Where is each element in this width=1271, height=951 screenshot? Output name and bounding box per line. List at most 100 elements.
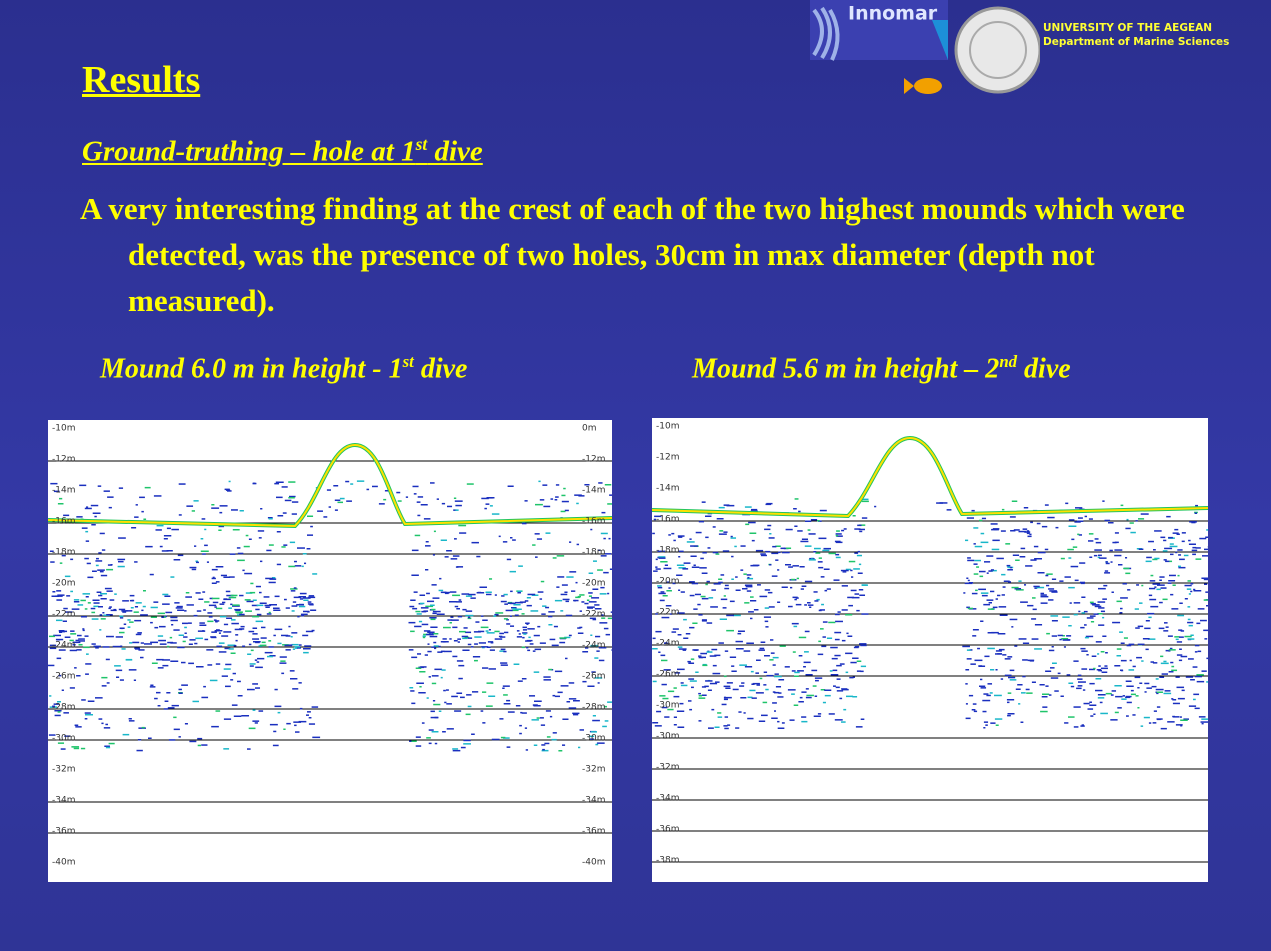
- echo-speckle: [450, 591, 457, 593]
- echo-speckle: [1096, 678, 1102, 680]
- echo-speckle: [1080, 627, 1084, 629]
- echo-speckle: [740, 697, 746, 699]
- echo-speckle: [173, 629, 179, 631]
- echo-speckle: [589, 595, 592, 597]
- echo-speckle: [749, 690, 755, 692]
- echo-speckle: [987, 572, 989, 574]
- echo-speckle: [489, 629, 491, 631]
- echo-speckle: [1141, 660, 1143, 662]
- echo-speckle: [605, 484, 611, 486]
- echo-speckle: [757, 684, 761, 686]
- echo-speckle: [550, 716, 552, 718]
- echo-speckle: [1188, 638, 1195, 640]
- echo-speckle: [280, 662, 287, 664]
- echo-speckle: [806, 695, 814, 697]
- echo-speckle: [581, 601, 584, 603]
- echo-speckle: [747, 718, 753, 720]
- echo-speckle: [60, 562, 63, 564]
- echo-speckle: [212, 583, 217, 585]
- echo-speckle: [1061, 558, 1065, 560]
- echo-speckle: [1199, 538, 1206, 540]
- echo-speckle: [444, 702, 446, 704]
- echo-speckle: [553, 695, 556, 697]
- echo-speckle: [674, 687, 677, 689]
- depth-label: -10m: [656, 422, 679, 432]
- echo-speckle: [579, 594, 584, 596]
- echo-speckle: [1069, 519, 1075, 521]
- echo-speckle: [999, 606, 1007, 608]
- echo-speckle: [792, 670, 796, 672]
- echo-speckle: [207, 664, 212, 666]
- depth-label: -34m: [582, 796, 605, 806]
- echo-speckle: [574, 494, 582, 496]
- echo-speckle: [725, 688, 730, 690]
- echo-speckle: [513, 604, 520, 606]
- echo-speckle: [471, 646, 473, 648]
- echo-speckle: [193, 701, 199, 703]
- echo-speckle: [1019, 638, 1027, 640]
- echo-speckle: [1065, 576, 1071, 578]
- echo-speckle: [179, 483, 186, 485]
- echo-speckle: [179, 736, 181, 738]
- echo-speckle: [845, 614, 852, 616]
- echo-speckle: [489, 668, 496, 670]
- echo-speckle: [708, 727, 714, 729]
- echo-speckle: [492, 513, 499, 515]
- echo-speckle: [1177, 641, 1182, 643]
- depth-label: -12m: [52, 455, 75, 465]
- echo-speckle: [984, 561, 990, 563]
- fish-tail: [904, 78, 914, 94]
- echo-speckle: [1067, 549, 1074, 551]
- echo-speckle: [70, 630, 74, 632]
- echo-speckle: [245, 610, 252, 612]
- echo-speckle: [836, 687, 840, 689]
- echo-speckle: [1190, 635, 1193, 637]
- echo-speckle: [527, 597, 531, 599]
- echo-speckle: [986, 695, 990, 697]
- echo-speckle: [194, 615, 198, 617]
- echo-speckle: [699, 695, 702, 697]
- echo-speckle: [504, 632, 508, 634]
- seabed-echo-core: [652, 438, 1208, 516]
- echo-speckle: [423, 635, 426, 637]
- echo-speckle: [312, 630, 315, 632]
- echo-speckle: [587, 600, 589, 602]
- echo-speckle: [419, 671, 425, 673]
- echo-speckle: [523, 633, 526, 635]
- echo-speckle: [663, 595, 668, 597]
- echo-speckle: [1005, 543, 1010, 545]
- echo-speckle: [1206, 681, 1208, 683]
- echo-speckle: [610, 569, 612, 571]
- echo-speckle: [553, 557, 557, 559]
- echo-speckle: [788, 606, 793, 608]
- echo-speckle: [1112, 542, 1116, 544]
- echo-speckle: [214, 619, 217, 621]
- echo-speckle: [1065, 503, 1068, 505]
- echo-speckle: [862, 517, 867, 519]
- echo-speckle: [162, 603, 170, 605]
- echo-speckle: [450, 616, 453, 618]
- echo-speckle: [1028, 536, 1032, 538]
- echo-speckle: [428, 643, 430, 645]
- echo-speckle: [1020, 556, 1026, 558]
- echo-speckle: [465, 615, 473, 617]
- echo-speckle: [1195, 676, 1202, 678]
- echo-speckle: [1157, 692, 1163, 694]
- echo-speckle: [666, 605, 672, 607]
- echo-speckle: [280, 656, 287, 658]
- echo-speckle: [713, 673, 721, 675]
- echo-speckle: [1058, 673, 1061, 675]
- echo-speckle: [1115, 696, 1122, 698]
- echo-speckle: [441, 540, 447, 542]
- echo-speckle: [481, 710, 484, 712]
- echo-speckle: [308, 601, 312, 603]
- echo-speckle: [972, 709, 976, 711]
- echo-speckle: [70, 633, 76, 635]
- echo-speckle: [963, 592, 965, 594]
- echo-speckle: [1130, 532, 1135, 534]
- echo-speckle: [275, 706, 282, 708]
- echo-speckle: [689, 627, 694, 629]
- echo-speckle: [292, 688, 298, 690]
- echo-speckle: [516, 705, 520, 707]
- echo-speckle: [427, 651, 431, 653]
